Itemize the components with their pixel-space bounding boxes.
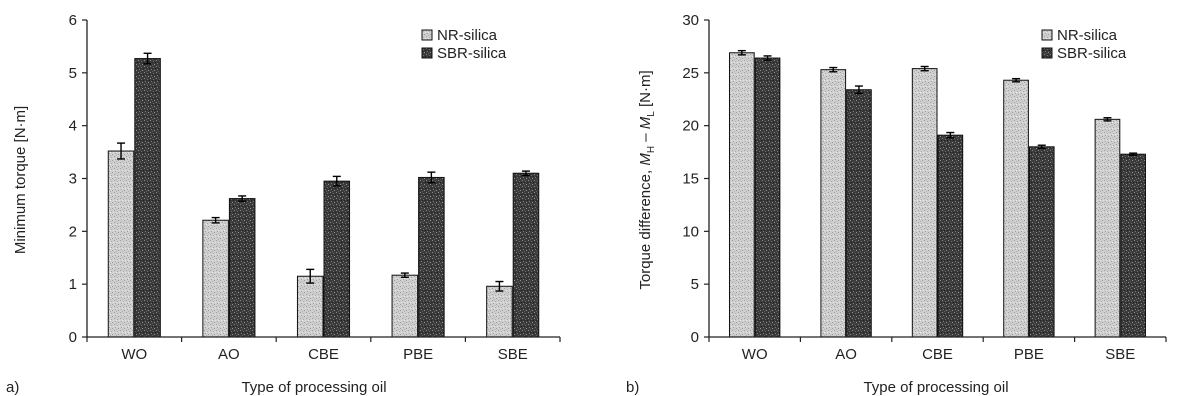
panel-b-legend-swatch-sbr [1041,47,1053,59]
panel-a-x-tick-label: SBE [498,346,528,363]
panel-b-y-tick-label: 0 [691,329,699,346]
panel-a-y-tick-label: 2 [69,223,77,240]
panel-a-bar-nr [486,285,513,338]
panel-a-y-tick-label: 4 [69,118,77,135]
panel-a-legend-swatch-nr [421,29,433,41]
panel-b-y-tick-label: 20 [682,118,699,135]
panel-a-x-tick-label: PBE [403,346,433,363]
panel-b-label: b) [626,379,639,396]
y-axis-title-part: H [646,146,657,153]
panel-b-plot: 0 5 10 15 20 25 30 WO AO CBE PBE SBE NR-silicaSBR-si… [682,12,1167,363]
panel-b-x-tick-label: WO [742,346,768,363]
panel-b-x-tick-label: AO [835,346,857,363]
panel-a-y-tick-label: 5 [69,65,77,82]
panel-a-bar-nr [296,275,324,338]
panel-b-bar-nr [729,52,755,338]
panel-a-label: a) [6,379,19,396]
y-axis-title-part: [N·m] [637,70,654,111]
panel-b-x-tick-label: PBE [1014,346,1044,363]
panel-a-bar-sbr [323,180,351,338]
panel-b-bar-nr [820,69,847,338]
y-axis-title-part: – [637,129,654,146]
panel-b-y-tick-label: 30 [682,12,699,29]
panel-a-bar-nr [107,150,135,338]
panel-a-legend-label-nr: NR-silica [437,27,498,44]
panel-b-legend-label-sbr: SBR-silica [1057,45,1127,62]
panel-a-y-axis-title: Minimum torque [N·m] [12,106,29,254]
panel-a-x-tick-label: WO [121,346,147,363]
panel-a-y-tick-label: 3 [69,171,77,188]
panel-a-bar-sbr [228,198,256,338]
y-axis-title-part: Torque difference, [637,166,654,290]
panel-b-bar-sbr [937,134,964,338]
panel-a-y-tick-label: 6 [69,12,77,29]
panel-b-y-axis-title: Torque difference, MH – ML [N·m] [637,70,657,289]
panel-b-bar-nr [911,68,938,338]
y-axis-title-part: L [646,111,657,117]
panel-b-y-tick-label: 25 [682,65,699,82]
y-axis-title-part: M [637,116,654,129]
panel-a-bar-nr [202,219,229,338]
panel-b-bar-sbr [846,89,872,338]
panel-a-x-axis-title: Type of processing oil [241,379,386,396]
y-axis-title-part: M [637,153,654,166]
panel-b-legend-label-nr: NR-silica [1057,27,1118,44]
panel-b-bar-nr [1094,118,1121,338]
panel-b-x-tick-label: SBE [1105,346,1135,363]
panel-a-y-tick-label: 1 [69,276,77,293]
panel-b-x-axis-title: Type of processing oil [863,379,1008,396]
panel-a-x-tick-label: CBE [308,346,339,363]
panel-b-y-tick-label: 15 [682,171,699,188]
panel-a-legend-label-sbr: SBR-silica [437,45,507,62]
panel-a-legend-swatch-sbr [421,47,433,59]
panel-a-bar-sbr [418,176,445,338]
panel-a-bar-sbr [512,172,540,338]
panel-b-bar-sbr [1120,153,1146,338]
panel-b-y-tick-label: 5 [691,276,699,293]
panel-b-x-tick-label: CBE [922,346,953,363]
panel-a-bar-sbr [134,58,161,338]
panel-b-legend-swatch-nr [1041,29,1053,41]
panel-a-y-tick-label: 0 [69,329,77,346]
panel-b-bar-sbr [1028,146,1055,338]
panel-a-bar-nr [391,274,419,338]
panel-a-x-tick-label: AO [218,346,240,363]
panel-b-y-tick-label: 10 [682,223,699,240]
panel-b-bar-nr [1003,79,1029,338]
panel-b-bar-sbr [754,57,781,338]
